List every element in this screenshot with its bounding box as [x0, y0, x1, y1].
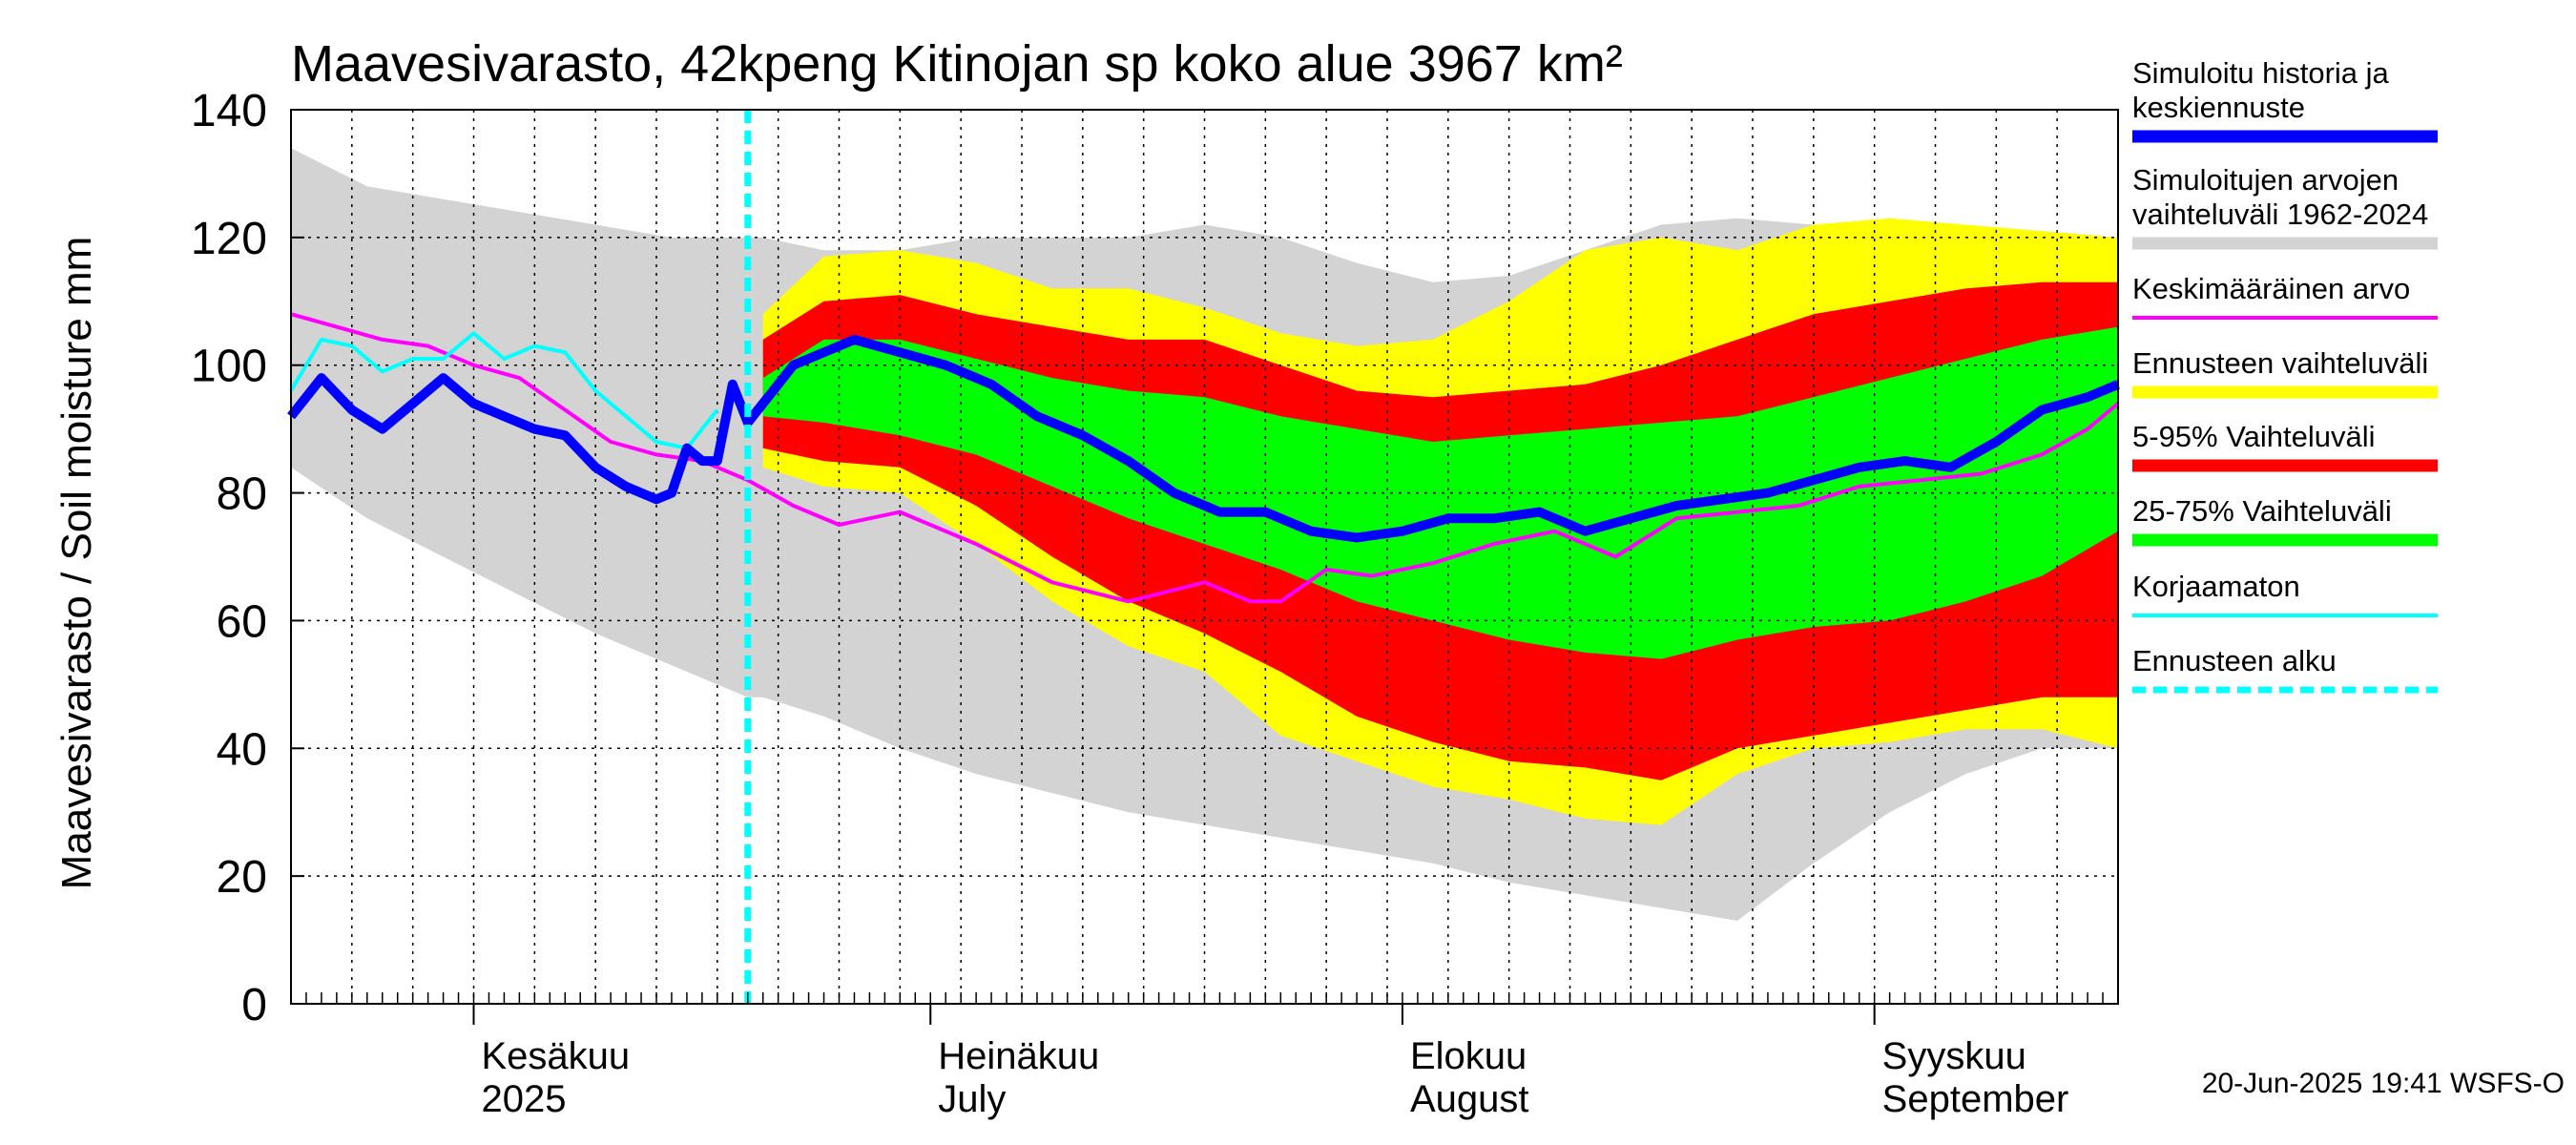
- legend-label: keskiennuste: [2132, 91, 2305, 124]
- legend-label: Korjaamaton: [2132, 570, 2300, 603]
- y-tick-label: 120: [191, 214, 267, 264]
- footer-timestamp: 20-Jun-2025 19:41 WSFS-O: [2202, 1068, 2565, 1099]
- series-line-2: [287, 334, 2120, 543]
- month-label-fi: Kesäkuu: [482, 1035, 631, 1077]
- y-axis-label: Maavesivarasto / Soil moisture mm: [53, 237, 100, 890]
- month-label-en: September: [1882, 1078, 2069, 1120]
- legend-label: Simuloitu historia ja: [2132, 56, 2390, 90]
- month-label-fi: Elokuu: [1410, 1035, 1527, 1077]
- series-lines: [287, 110, 2120, 1004]
- y-tick-label: 140: [191, 86, 267, 136]
- month-label-en: 2025: [482, 1078, 567, 1120]
- legend-label: 5-95% Vaihteluväli: [2132, 420, 2375, 453]
- y-tick-label: 20: [217, 852, 267, 903]
- month-label-en: August: [1410, 1078, 1529, 1120]
- legend-label: Ennusteen alku: [2132, 644, 2337, 677]
- series-line-1: [289, 331, 719, 450]
- legend-label: Simuloitujen arvojen: [2132, 163, 2399, 197]
- series-line-0: [290, 312, 2120, 604]
- y-tick-label: 0: [241, 980, 267, 1030]
- month-label-fi: Syyskuu: [1882, 1035, 2026, 1077]
- legend-label: Ennusteen vaihteluväli: [2132, 346, 2428, 380]
- y-tick-label: 80: [217, 469, 267, 520]
- chart-title: Maavesivarasto, 42kpeng Kitinojan sp kok…: [291, 35, 1623, 93]
- y-tick-label: 60: [217, 596, 267, 647]
- band-3: [762, 326, 2119, 659]
- grid-lines: [291, 109, 2118, 1004]
- month-label-en: July: [938, 1078, 1006, 1120]
- legend-label: Keskimääräinen arvo: [2132, 272, 2410, 305]
- legend-label: vaihteluväli 1962-2024: [2132, 198, 2428, 231]
- y-tick-label: 40: [217, 724, 267, 775]
- y-tick-label: 100: [191, 342, 267, 392]
- month-label-fi: Heinäkuu: [938, 1035, 1099, 1077]
- legend-label: 25-75% Vaihteluväli: [2132, 494, 2392, 528]
